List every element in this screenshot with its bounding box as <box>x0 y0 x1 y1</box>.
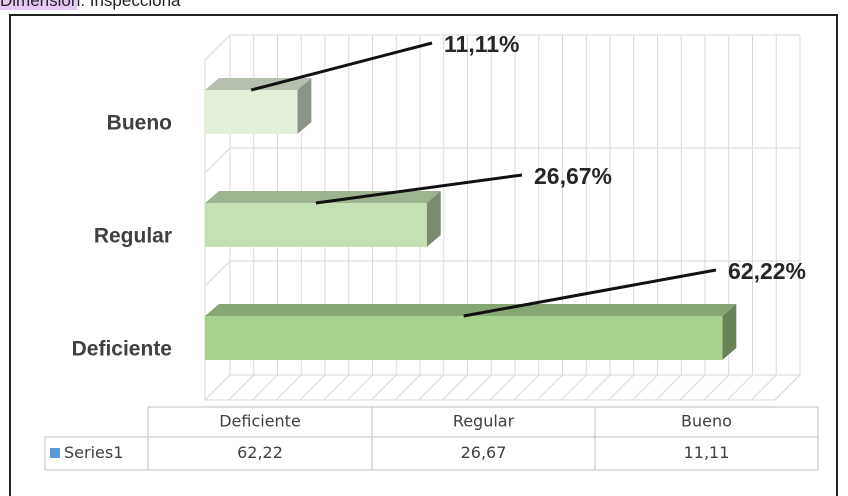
frame <box>9 14 838 496</box>
bar-top <box>205 304 737 316</box>
leader-line <box>463 268 717 318</box>
bar <box>205 90 298 134</box>
table-header: Bueno <box>681 412 732 431</box>
floor-grid <box>465 374 492 401</box>
floor-grid <box>513 374 540 401</box>
floor-grid <box>655 374 682 401</box>
floor-grid <box>370 374 397 401</box>
table-cell: 11,11 <box>684 443 730 462</box>
leader-line <box>315 173 523 205</box>
caption-highlight-bg <box>0 0 77 10</box>
legend-key <box>50 448 60 458</box>
floor-grid <box>632 374 658 401</box>
caption: Dimensión: Inspecciona <box>0 0 181 10</box>
floor-edge <box>774 374 801 401</box>
wall-grid <box>204 260 231 287</box>
table-header: Regular <box>453 412 515 431</box>
category-label: Bueno <box>107 112 172 135</box>
floor-grid <box>228 374 255 401</box>
floor-grid <box>584 374 611 401</box>
floor-grid <box>442 374 468 401</box>
category-label: Regular <box>94 225 172 248</box>
floor-grid <box>299 374 326 401</box>
value-label: 26,67% <box>534 163 612 189</box>
floor-grid <box>750 374 777 401</box>
floor-grid <box>727 374 753 401</box>
floor-grid <box>204 374 231 401</box>
table-series: Series1 <box>64 443 123 462</box>
floor-grid <box>703 374 730 401</box>
value-label: 11,11% <box>444 31 519 57</box>
category-label: Deficiente <box>72 338 172 361</box>
bar-side <box>426 191 441 247</box>
floor-grid <box>323 374 350 401</box>
table-cell: 62,22 <box>237 443 283 462</box>
caption-highlight: Dimensión <box>0 0 80 10</box>
caption-rest: : Inspecciona <box>80 0 181 10</box>
floor-grid <box>608 374 635 401</box>
wall-grid <box>204 147 231 174</box>
floor-grid <box>275 374 302 401</box>
bar <box>205 316 723 360</box>
leader-line <box>250 41 433 92</box>
table-cell: 26,67 <box>461 443 507 462</box>
floor-grid <box>418 374 445 401</box>
floor-grid <box>537 374 563 401</box>
bar-side <box>297 78 312 134</box>
floor-grid <box>347 374 373 401</box>
wall-grid <box>204 34 231 61</box>
floor-grid <box>679 374 706 401</box>
table-header: Deficiente <box>219 412 301 431</box>
bar-side <box>722 304 737 360</box>
floor-grid <box>252 374 278 401</box>
value-label: 62,22% <box>728 258 806 284</box>
bar <box>205 203 427 247</box>
floor-grid <box>560 374 587 401</box>
floor-grid <box>489 374 516 401</box>
floor-grid <box>394 374 421 401</box>
